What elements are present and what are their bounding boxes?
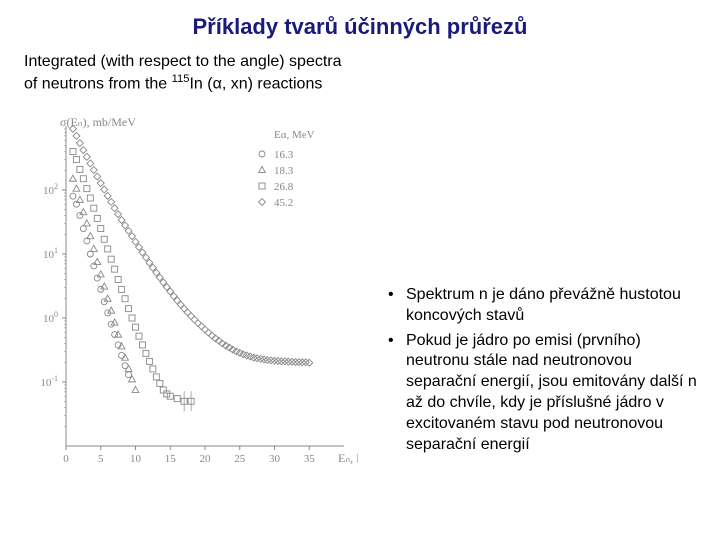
- svg-text:15: 15: [165, 453, 177, 465]
- subtitle-line2: of neutrons from the 115In (α, xn) react…: [24, 72, 322, 95]
- svg-text:35: 35: [304, 453, 316, 465]
- svg-text:100: 100: [43, 310, 58, 325]
- svg-text:16.3: 16.3: [274, 149, 294, 161]
- svg-text:5: 5: [98, 453, 104, 465]
- subtitle-sup: 115: [172, 73, 190, 85]
- bullet-list: Spektrum n je dáno převážně hustotou kon…: [388, 285, 703, 459]
- svg-text:10-1: 10-1: [40, 374, 58, 389]
- spectrum-chart: 05101520253035Eₙ, MeV10-1100101102σ(Eₙ),…: [18, 116, 358, 476]
- svg-text:30: 30: [269, 453, 281, 465]
- bullet-item: Pokud je jádro po emisi (prvního) neutro…: [388, 331, 703, 456]
- subtitle-line2-a: of neutrons from the: [24, 75, 172, 92]
- svg-text:10: 10: [130, 453, 142, 465]
- subtitle-line1: Integrated (with respect to the angle) s…: [24, 52, 342, 73]
- svg-text:26.8: 26.8: [274, 181, 294, 193]
- svg-text:25: 25: [234, 453, 246, 465]
- page-title: Příklady tvarů účinných průřezů: [0, 0, 720, 40]
- svg-text:Eₙ, MeV: Eₙ, MeV: [338, 451, 358, 465]
- svg-text:101: 101: [43, 246, 58, 261]
- svg-text:20: 20: [200, 453, 212, 465]
- svg-text:18.3: 18.3: [274, 165, 294, 177]
- svg-text:102: 102: [43, 182, 58, 197]
- subtitle-line2-b: In (α, xn) reactions: [189, 75, 322, 92]
- svg-text:Eα, MeV: Eα, MeV: [274, 129, 315, 141]
- svg-text:45.2: 45.2: [274, 197, 293, 209]
- bullet-item: Spektrum n je dáno převážně hustotou kon…: [388, 285, 703, 327]
- svg-text:0: 0: [63, 453, 69, 465]
